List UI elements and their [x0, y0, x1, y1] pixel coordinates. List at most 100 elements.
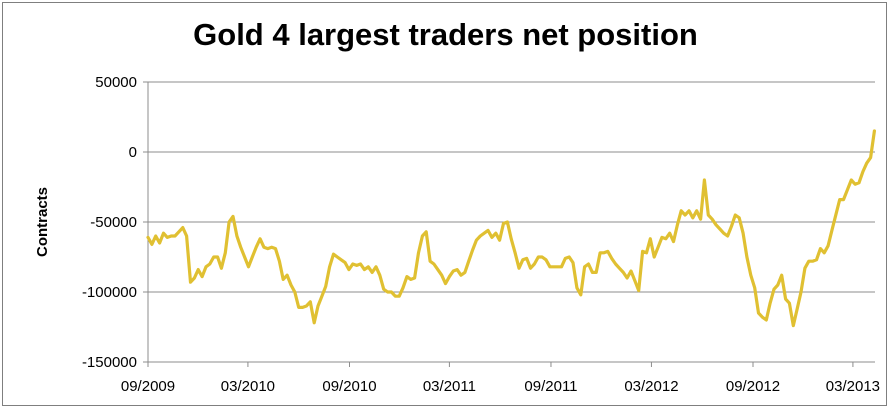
gridlines — [148, 81, 875, 293]
data-point — [835, 214, 837, 216]
chart-title: Gold 4 largest traders net position — [193, 17, 698, 52]
data-point — [688, 210, 690, 212]
data-point — [251, 256, 254, 258]
x-tick-label: 03/2013 — [826, 378, 880, 395]
data-point — [514, 252, 516, 254]
data-point — [255, 246, 257, 248]
data-point — [464, 271, 466, 274]
data-point — [232, 215, 234, 218]
chart-frame: Gold 4 largest traders net position 5000… — [2, 2, 887, 406]
data-point — [228, 221, 230, 223]
data-point — [750, 274, 752, 277]
data-point — [332, 253, 335, 255]
data-point — [502, 222, 505, 225]
data-point — [862, 170, 864, 173]
data-point — [425, 231, 428, 233]
data-point — [495, 232, 497, 234]
data-point — [406, 275, 408, 278]
x-tick-label: 03/2010 — [221, 378, 275, 395]
data-point — [769, 302, 771, 305]
data-point — [348, 268, 350, 271]
data-point — [738, 217, 740, 219]
data-point — [239, 246, 242, 248]
data-point — [479, 235, 482, 237]
data-point — [545, 259, 547, 261]
data-point — [873, 130, 876, 132]
data-point — [753, 287, 756, 289]
data-point — [684, 214, 686, 216]
data-point — [224, 252, 227, 254]
data-point — [216, 256, 219, 258]
data-point — [243, 256, 246, 258]
data-point — [166, 236, 169, 239]
data-point — [699, 218, 702, 220]
data-point — [792, 324, 795, 327]
data-point — [352, 263, 354, 265]
data-point — [278, 260, 281, 263]
data-point — [324, 285, 327, 288]
data-point — [147, 236, 149, 239]
data-point — [676, 224, 679, 226]
data-point — [599, 252, 601, 254]
data-point — [344, 261, 346, 264]
data-point — [263, 246, 265, 248]
data-point — [433, 263, 435, 265]
data-point — [382, 288, 385, 291]
data-point — [290, 284, 292, 286]
y-tick-label: 50000 — [95, 74, 137, 91]
series-layer — [146, 129, 877, 328]
data-point — [321, 295, 323, 298]
data-point — [692, 217, 694, 219]
data-point — [158, 242, 161, 244]
data-point — [437, 268, 439, 271]
data-point — [467, 260, 470, 263]
data-point — [328, 266, 331, 268]
data-point — [645, 252, 648, 254]
data-point — [417, 252, 420, 254]
data-point — [201, 275, 203, 278]
y-tick-labels: 50000 0 -50000 -100000 -150000 — [82, 74, 137, 371]
data-point — [842, 198, 845, 201]
data-point — [556, 266, 559, 268]
data-point — [209, 263, 211, 265]
data-point — [846, 189, 849, 191]
data-point — [796, 308, 798, 310]
data-point — [595, 271, 597, 274]
data-point — [800, 291, 802, 293]
data-point — [568, 256, 570, 258]
data-point — [618, 267, 621, 270]
data-point — [452, 270, 455, 272]
x-tick-label: 09/2010 — [322, 378, 376, 395]
data-point — [533, 263, 536, 265]
data-point — [205, 266, 207, 268]
data-point — [665, 238, 667, 240]
data-point — [722, 232, 725, 234]
data-point — [641, 250, 644, 253]
y-axis-label: Contracts — [34, 187, 51, 257]
data-point — [765, 319, 768, 321]
data-point — [603, 252, 605, 254]
data-point — [661, 236, 663, 239]
data-point — [510, 238, 512, 240]
data-point — [865, 162, 868, 164]
data-point — [440, 274, 443, 277]
data-point — [746, 256, 748, 258]
data-point — [784, 298, 787, 300]
data-point — [637, 289, 640, 292]
data-point — [653, 256, 655, 258]
data-point — [193, 277, 196, 279]
data-point — [297, 306, 300, 309]
data-point — [522, 259, 524, 261]
data-point — [680, 210, 682, 212]
data-point — [394, 295, 397, 298]
data-point — [850, 179, 853, 181]
data-point — [471, 249, 474, 251]
data-point — [707, 214, 710, 216]
data-point — [185, 235, 188, 237]
data-point — [286, 274, 288, 277]
data-point — [367, 266, 370, 268]
data-point — [610, 257, 613, 260]
data-point — [386, 291, 389, 293]
data-point — [711, 218, 713, 220]
data-point — [858, 182, 860, 184]
